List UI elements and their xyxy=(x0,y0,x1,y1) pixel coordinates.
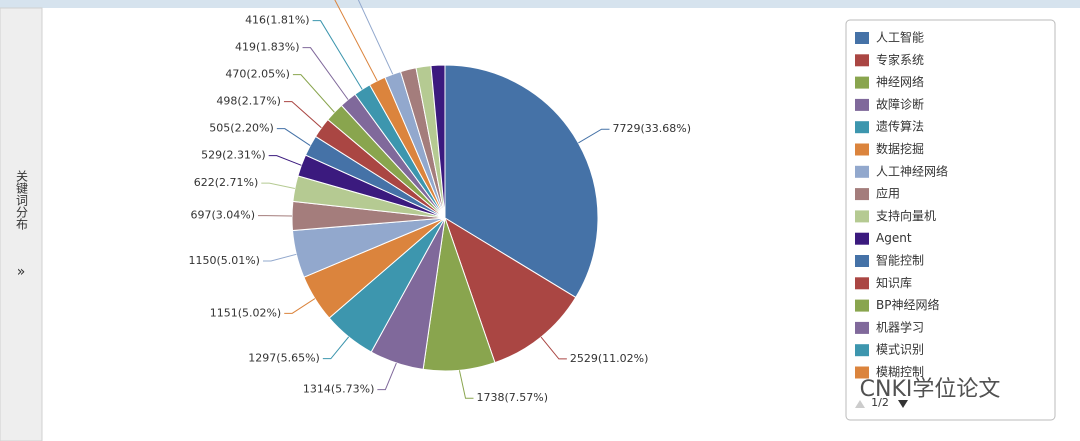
legend-label: 人工神经网络 xyxy=(876,163,948,178)
legend-swatch xyxy=(855,188,869,201)
data-label: 505(2.20%) xyxy=(209,122,274,135)
label-connector xyxy=(578,128,610,144)
label-connector xyxy=(302,47,349,100)
label-connector xyxy=(284,298,316,314)
data-label: 498(2.17%) xyxy=(216,95,281,108)
legend-swatch xyxy=(855,299,869,312)
label-connector xyxy=(334,0,378,82)
legend-label: Agent xyxy=(876,231,912,245)
legend-label: 模糊控制 xyxy=(876,364,924,379)
legend-swatch xyxy=(855,210,869,223)
watermark: CNKI学位论文 xyxy=(860,377,1001,402)
data-label: 2529(11.02%) xyxy=(570,352,649,365)
legend-swatch xyxy=(855,121,869,134)
data-label: 697(3.04%) xyxy=(190,209,255,222)
legend-box xyxy=(845,19,1056,421)
data-label: 416(1.81%) xyxy=(245,14,310,27)
label-connector xyxy=(292,74,335,113)
legend-swatch xyxy=(855,32,869,44)
legend-label: 应用 xyxy=(876,186,900,201)
label-connector xyxy=(322,336,350,360)
data-label: 1151(5.02%) xyxy=(210,306,282,319)
sidebar[interactable] xyxy=(0,7,43,441)
label-connector xyxy=(262,253,297,262)
label-connector xyxy=(261,182,295,190)
legend-swatch xyxy=(855,232,869,245)
legend-swatch xyxy=(855,321,869,334)
label-connector xyxy=(312,20,363,90)
data-label: 1314(5.73%) xyxy=(303,383,375,396)
legend-label: 数据挖掘 xyxy=(876,141,924,156)
legend-label: 机器学习 xyxy=(876,319,924,334)
label-connector xyxy=(268,155,302,166)
legend-label: 支持向量机 xyxy=(876,208,936,223)
data-label: 419(1.83%) xyxy=(235,41,300,54)
pager-down[interactable] xyxy=(898,400,908,408)
legend-label: BP神经网络 xyxy=(876,297,939,312)
legend-pager[interactable]: 1/2 xyxy=(871,396,889,409)
data-label: 622(2.71%) xyxy=(194,176,259,189)
legend-label: 遗传算法 xyxy=(876,119,924,134)
legend-label: 知识库 xyxy=(876,275,912,290)
label-connector xyxy=(540,336,567,360)
data-label: 1297(5.65%) xyxy=(248,352,320,365)
pie-slice xyxy=(430,64,446,219)
sidebar-title: 关键词分布 xyxy=(15,170,29,231)
legend-swatch xyxy=(855,277,869,290)
legend-label: 人工智能 xyxy=(876,30,924,45)
legend-label: 专家系统 xyxy=(876,52,924,67)
data-label: 529(2.31%) xyxy=(201,149,266,162)
data-label: 470(2.05%) xyxy=(225,68,290,81)
data-label: 7729(33.68%) xyxy=(613,122,692,135)
label-connector xyxy=(357,0,394,75)
legend-swatch xyxy=(855,344,869,357)
legend-swatch xyxy=(855,366,869,379)
legend-swatch xyxy=(855,54,869,67)
legend-label: 智能控制 xyxy=(876,253,924,268)
legend-label: 神经网络 xyxy=(876,74,924,89)
legend-swatch xyxy=(855,165,869,178)
data-label: 1738(7.57%) xyxy=(477,391,549,404)
legend-swatch xyxy=(855,143,869,156)
label-connector xyxy=(276,128,311,146)
sidebar-toggle[interactable]: » xyxy=(17,264,26,280)
pie-slice xyxy=(444,216,577,364)
legend-swatch xyxy=(855,255,869,267)
legend-label: 故障诊断 xyxy=(876,96,924,111)
label-connector xyxy=(458,370,474,399)
label-connector xyxy=(283,101,322,129)
data-label: 1150(5.01%) xyxy=(188,254,260,267)
legend-label: 模式识别 xyxy=(876,343,924,357)
label-connector xyxy=(377,362,397,391)
legend-swatch xyxy=(855,76,869,89)
pager-up[interactable] xyxy=(855,400,865,408)
legend-swatch xyxy=(855,98,869,111)
